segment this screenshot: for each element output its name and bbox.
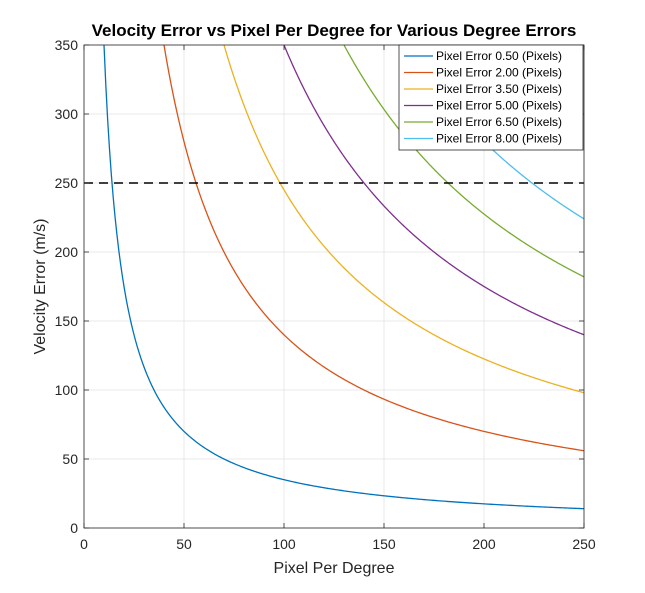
legend-label: Pixel Error 2.00 (Pixels) <box>436 66 562 80</box>
ticks: 0 50 100 150 200 250 0 50 100 150 200 250 300 350 <box>55 37 596 552</box>
series-line <box>343 44 585 278</box>
series-layer <box>103 44 585 510</box>
chart-title: Velocity Error vs Pixel Per Degree for V… <box>92 21 577 40</box>
x-tick-label: 200 <box>472 536 496 552</box>
x-tick-label: 0 <box>80 536 88 552</box>
series-line <box>223 44 585 394</box>
y-tick-label: 250 <box>55 175 79 191</box>
legend-label: Pixel Error 0.50 (Pixels) <box>436 49 562 63</box>
x-tick-label: 100 <box>272 536 296 552</box>
x-tick-label: 50 <box>176 536 192 552</box>
plot-box <box>83 44 585 529</box>
series-line <box>283 44 585 336</box>
legend-label: Pixel Error 6.50 (Pixels) <box>436 115 562 129</box>
y-axis-label: Velocity Error (m/s) <box>32 218 49 354</box>
legend-box <box>398 44 584 151</box>
series-line <box>163 44 585 452</box>
legend-label: Pixel Error 8.00 (Pixels) <box>436 132 562 146</box>
y-tick-label: 300 <box>55 106 79 122</box>
legend-label: Pixel Error 3.50 (Pixels) <box>436 82 562 96</box>
legend-label: Pixel Error 5.00 (Pixels) <box>436 99 562 113</box>
y-tick-label: 100 <box>55 382 79 398</box>
x-tick-label: 150 <box>372 536 396 552</box>
legend: Pixel Error 0.50 (Pixels) Pixel Error 2.0… <box>398 44 584 151</box>
x-tick-label: 250 <box>572 536 596 552</box>
y-tick-label: 150 <box>55 313 79 329</box>
y-tick-label: 350 <box>55 37 79 53</box>
y-tick-label: 50 <box>62 451 78 467</box>
y-tick-label: 200 <box>55 244 79 260</box>
series-line <box>103 44 585 510</box>
x-axis-label: Pixel Per Degree <box>274 560 395 577</box>
y-tick-label: 0 <box>70 520 78 536</box>
